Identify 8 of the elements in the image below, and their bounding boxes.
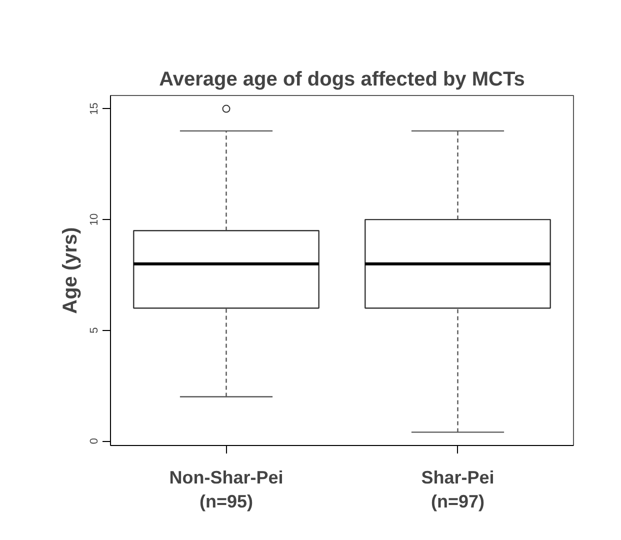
y-tick-label: 15 <box>88 102 100 115</box>
y-tick-label: 5 <box>88 327 100 334</box>
y-tick-label: 0 <box>88 438 100 444</box>
x-tick-label: Shar-Pei (n=97) <box>421 468 494 512</box>
x-tick-label: Non-Shar-Pei (n=95) <box>169 468 284 512</box>
y-tick-label: 10 <box>88 213 100 226</box>
chart-title: Average age of dogs affected by MCTs <box>159 68 525 90</box>
y-axis-title: Age (yrs) <box>60 227 82 314</box>
